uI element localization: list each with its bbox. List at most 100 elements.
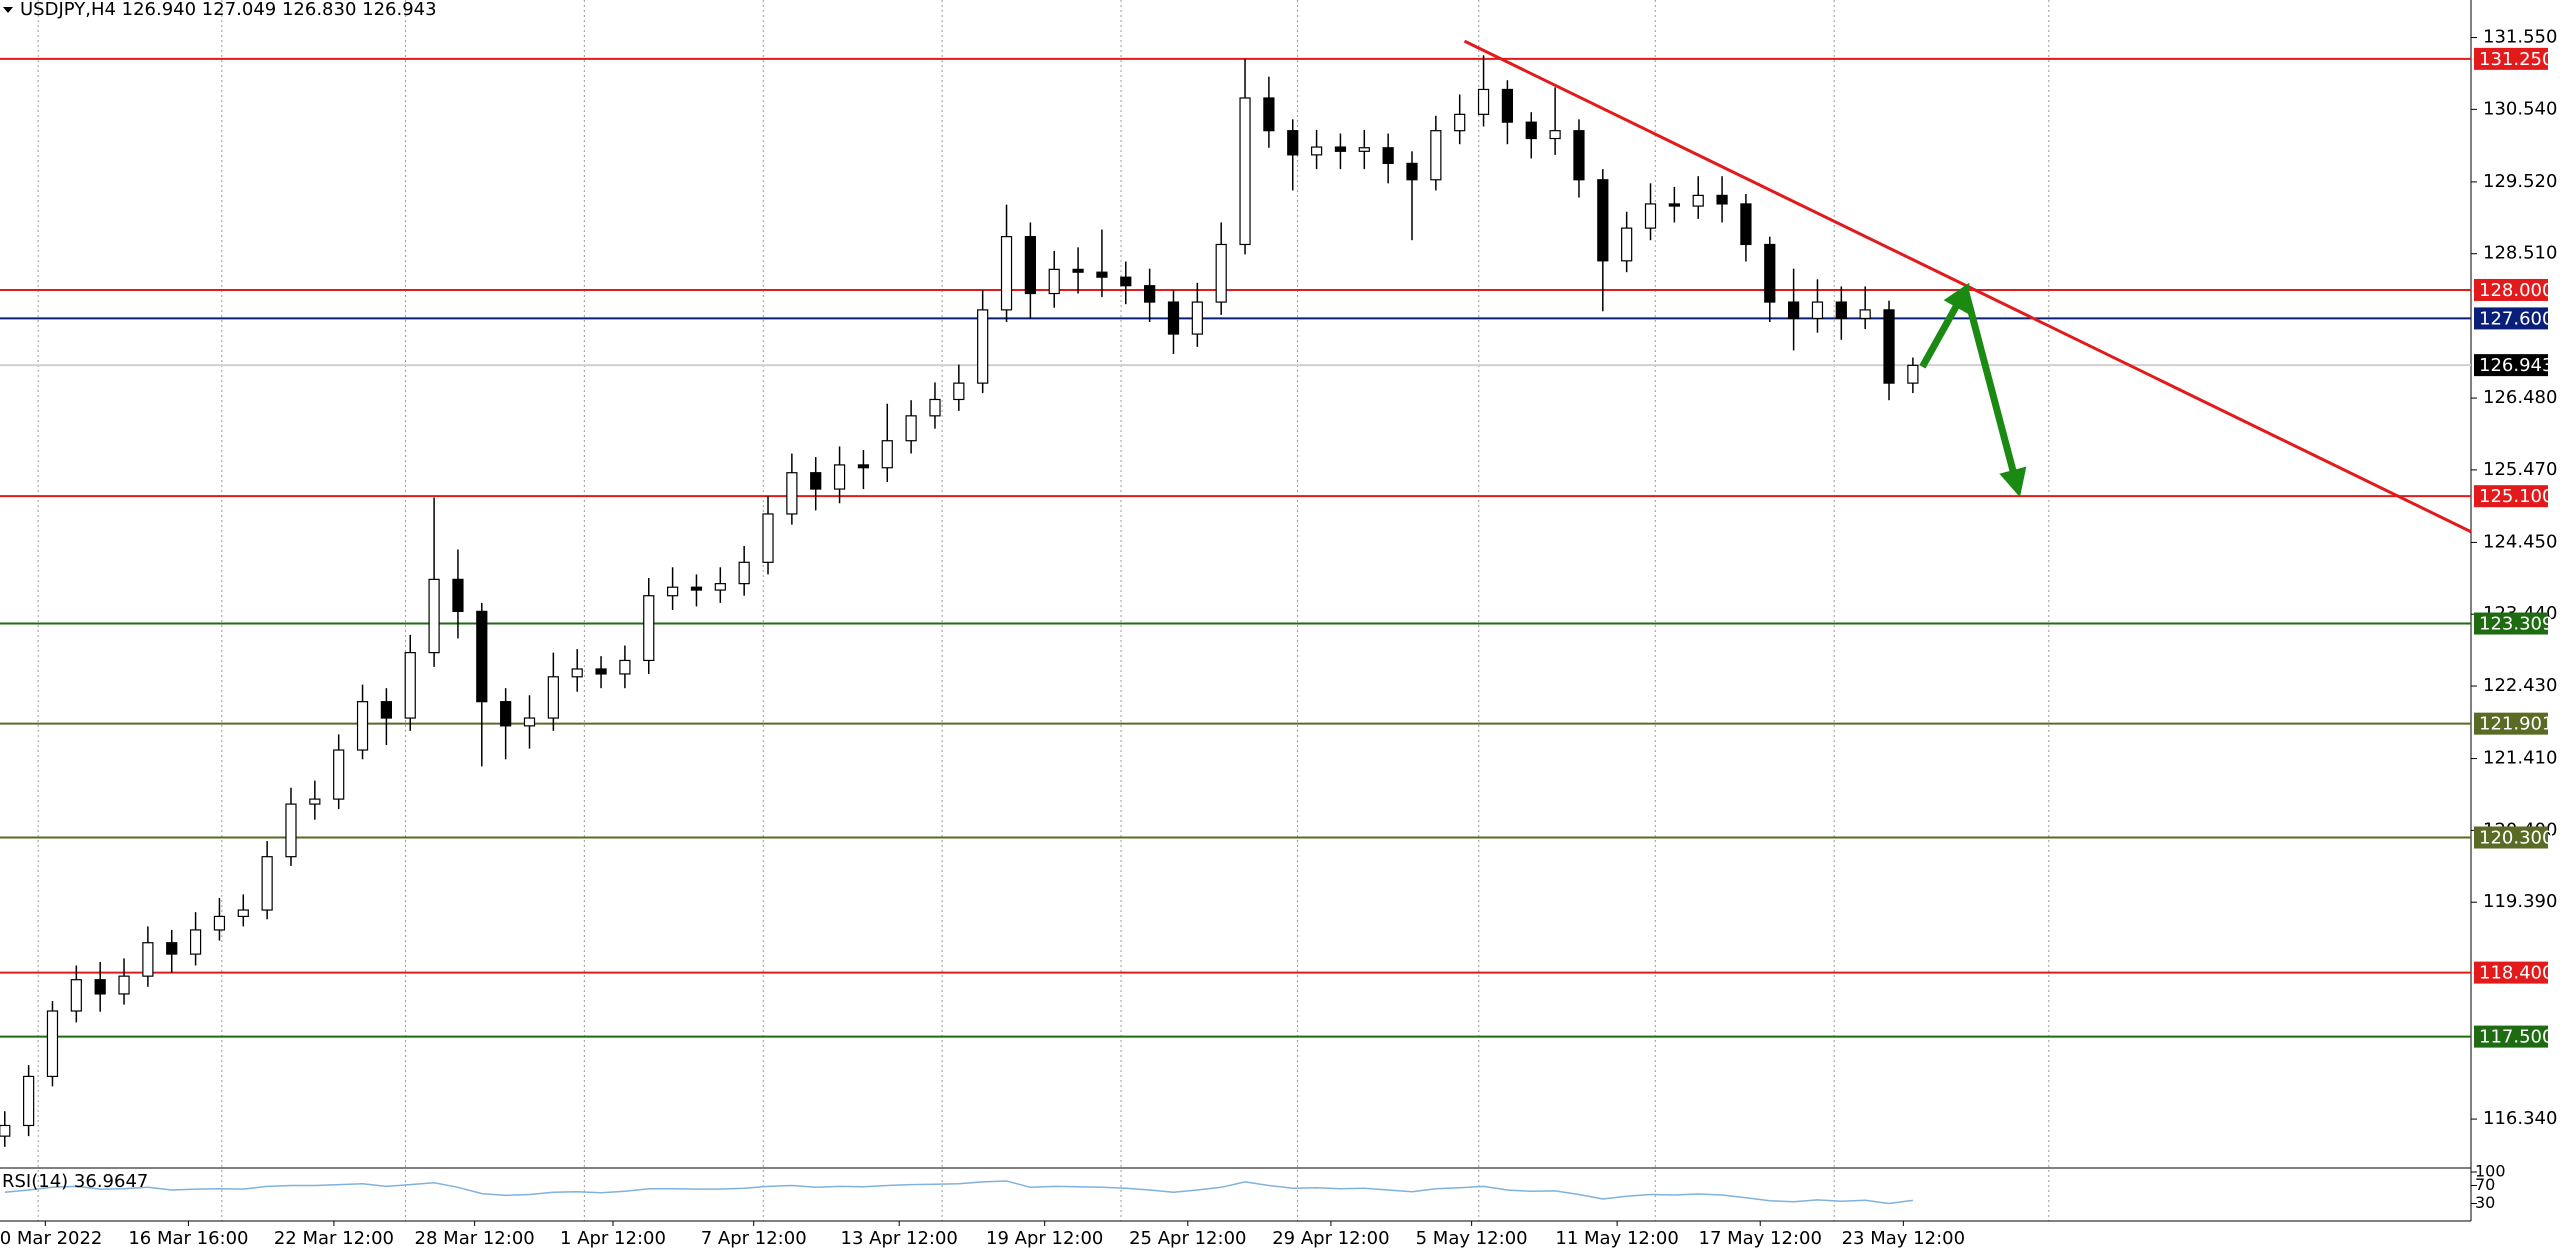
menu-triangle (3, 7, 13, 13)
x-tick-label: 22 Mar 12:00 (274, 1228, 394, 1249)
candle-body (833, 464, 846, 490)
candle-body (142, 942, 154, 977)
price-label: 123.309 (2479, 614, 2553, 635)
candle-body (500, 701, 512, 727)
candle-body (1811, 301, 1824, 320)
candle-body (1764, 243, 1776, 303)
candle-body (428, 578, 440, 654)
candle-body (1597, 179, 1609, 262)
price-label: 127.600 (2479, 308, 2553, 329)
price-label-box (2474, 612, 2548, 635)
candle-body (643, 595, 655, 662)
rsi-tick-label: 100 (2475, 1162, 2506, 1181)
candle-body (1287, 130, 1299, 156)
candle-body (213, 915, 226, 931)
candle-body (690, 586, 703, 591)
candle-body (1215, 243, 1227, 303)
candle-body (94, 979, 106, 995)
x-tick-label: 11 May 12:00 (1555, 1228, 1678, 1249)
price-label: 120.300 (2479, 827, 2553, 848)
y-tick-label: 130.540 (2483, 98, 2557, 119)
candle-body (738, 561, 750, 585)
candle-body (166, 942, 178, 955)
price-label-box (2474, 47, 2548, 70)
candle-body (1835, 301, 1847, 320)
candle-body (1883, 309, 1895, 384)
candle-body (1144, 285, 1156, 303)
candle-body (380, 701, 393, 719)
y-tick-label: 126.480 (2483, 387, 2557, 408)
price-label-box (2474, 1025, 2548, 1048)
candle-body (1310, 146, 1323, 156)
candle-body (1096, 271, 1108, 278)
candle-body (1382, 147, 1394, 165)
candle-body (309, 798, 321, 805)
price-label: 125.100 (2479, 486, 2553, 507)
candle-body (333, 749, 345, 800)
candle-body (1668, 203, 1680, 207)
x-tick-label: 19 Apr 12:00 (986, 1228, 1103, 1249)
price-label: 128.000 (2479, 280, 2553, 301)
price-label: 117.500 (2479, 1027, 2553, 1048)
y-tick-label: 125.470 (2483, 459, 2557, 480)
y-tick-label: 128.510 (2483, 243, 2557, 264)
y-tick-label: 124.450 (2483, 531, 2557, 552)
price-label: 118.400 (2479, 963, 2553, 984)
price-label-box (2474, 485, 2548, 508)
y-tick-label: 116.340 (2483, 1108, 2557, 1129)
candle-body (666, 586, 679, 597)
price-label-box (2474, 354, 2548, 377)
candle-body (1430, 130, 1442, 181)
y-tick-label: 129.520 (2483, 171, 2557, 192)
x-tick-label: 23 May 12:00 (1842, 1228, 1965, 1249)
candle-body (285, 803, 297, 858)
candle-body (523, 717, 536, 727)
y-tick-label: 122.430 (2483, 675, 2557, 696)
candle-body (404, 652, 416, 719)
x-tick-label: 29 Apr 12:00 (1272, 1228, 1389, 1249)
candle-body (571, 668, 583, 678)
candle-body (905, 415, 917, 442)
candle-body (953, 382, 965, 401)
price-label: 121.901 (2479, 714, 2553, 735)
candle-body (1406, 162, 1418, 181)
candle-body (476, 610, 488, 703)
candle-body (1263, 97, 1275, 132)
candle-body (1644, 203, 1657, 229)
candle-body (1024, 236, 1036, 295)
candle-body (1239, 97, 1251, 246)
candle-body (1859, 309, 1871, 320)
trendline (1463, 39, 2472, 534)
candle-body (1048, 268, 1060, 295)
candle-body (810, 472, 822, 490)
candle-body (1191, 301, 1203, 335)
candle-body (70, 979, 82, 1012)
candle-body (1477, 88, 1490, 115)
candle-body (356, 701, 369, 751)
candle-body (1334, 146, 1347, 152)
x-tick-label: 1 Apr 12:00 (560, 1228, 666, 1249)
x-tick-label: 7 Apr 12:00 (701, 1228, 807, 1249)
x-tick-label: 10 Mar 2022 (0, 1228, 102, 1249)
x-tick-label: 25 Apr 12:00 (1129, 1228, 1246, 1249)
price-label-box (2474, 712, 2548, 735)
candle-body (1000, 236, 1013, 311)
candle-body (452, 578, 464, 612)
candle-body (977, 309, 989, 384)
price-label: 126.943 (2479, 355, 2553, 376)
candle-body (1716, 194, 1728, 205)
candle-body (118, 975, 130, 995)
price-label-box (2474, 307, 2548, 330)
y-tick-label: 131.550 (2483, 27, 2557, 48)
candle-body (857, 464, 870, 469)
forecast-arrow (1919, 282, 1970, 369)
x-tick-label: 28 Mar 12:00 (415, 1228, 535, 1249)
price-label-box (2474, 278, 2548, 301)
candle-body (1120, 276, 1132, 287)
candle-body (1454, 113, 1466, 132)
candle-body (0, 1124, 11, 1137)
rsi-tick-label: 70 (2475, 1175, 2495, 1194)
rsi-line (4, 1180, 1913, 1205)
price-label-box (2474, 826, 2548, 849)
